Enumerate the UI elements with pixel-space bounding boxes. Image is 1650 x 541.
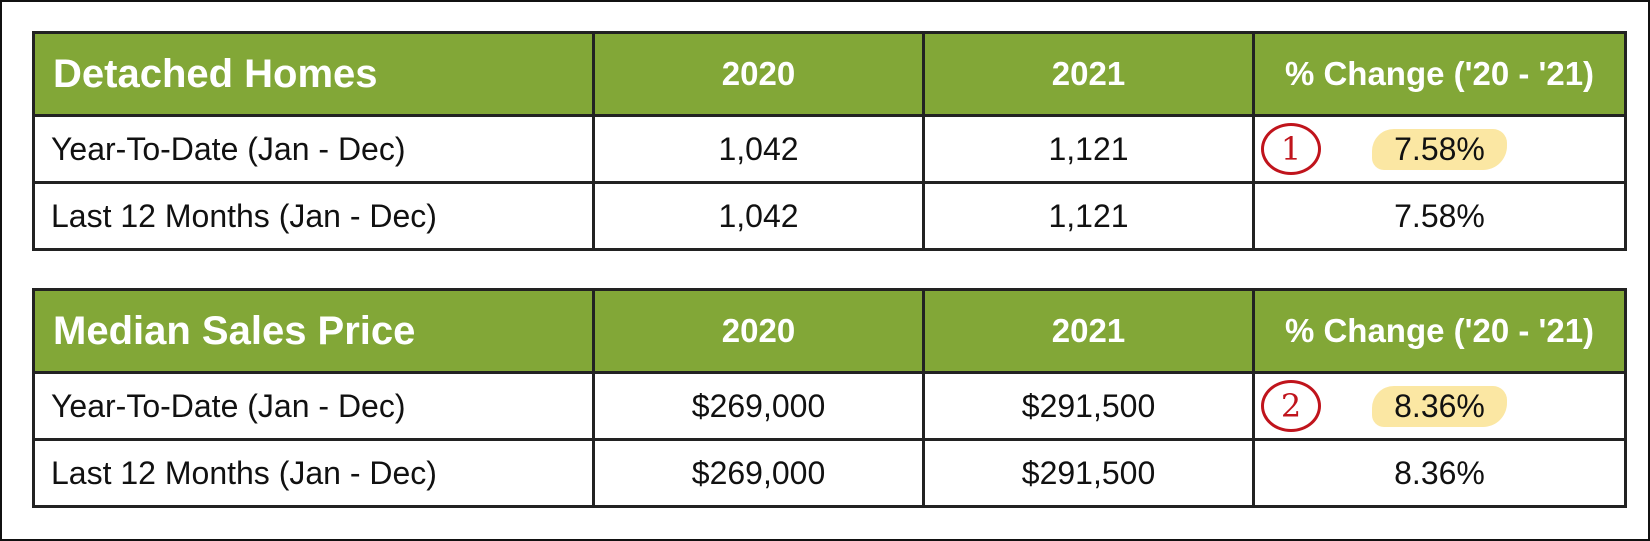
change-value-highlighted: 7.58% [1372, 128, 1507, 170]
annotation-circle: 2 [1261, 380, 1321, 432]
column-header-2020: 2020 [592, 31, 925, 117]
column-header-2020: 2020 [592, 288, 925, 374]
row-label: Last 12 Months (Jan - Dec) [32, 438, 595, 508]
table-row: Last 12 Months (Jan - Dec) $269,000 $291… [32, 438, 1627, 508]
value-2020: 1,042 [592, 181, 925, 251]
column-header-change: % Change ('20 - '21) [1252, 288, 1627, 374]
value-2021: 1,121 [922, 181, 1255, 251]
change-value-highlighted: 8.36% [1372, 385, 1507, 427]
value-2020: $269,000 [592, 371, 925, 441]
change-value: 7.58% [1252, 181, 1627, 251]
row-label: Year-To-Date (Jan - Dec) [32, 114, 595, 184]
table-header-row: Median Sales Price 2020 2021 % Change ('… [32, 288, 1627, 374]
value-2021: $291,500 [922, 438, 1255, 508]
value-2021: $291,500 [922, 371, 1255, 441]
value-2021: 1,121 [922, 114, 1255, 184]
median-sales-price-table: Median Sales Price 2020 2021 % Change ('… [32, 288, 1627, 508]
table-row: Year-To-Date (Jan - Dec) 1,042 1,121 1 7… [32, 114, 1627, 184]
table-title: Detached Homes [32, 31, 595, 117]
column-header-change: % Change ('20 - '21) [1252, 31, 1627, 117]
row-label: Last 12 Months (Jan - Dec) [32, 181, 595, 251]
value-2020: 1,042 [592, 114, 925, 184]
table-title: Median Sales Price [32, 288, 595, 374]
table-row: Last 12 Months (Jan - Dec) 1,042 1,121 7… [32, 181, 1627, 251]
annotation-circle: 1 [1261, 123, 1321, 175]
table-row: Year-To-Date (Jan - Dec) $269,000 $291,5… [32, 371, 1627, 441]
column-header-2021: 2021 [922, 288, 1255, 374]
change-cell: 1 7.58% [1252, 114, 1627, 184]
table-header-row: Detached Homes 2020 2021 % Change ('20 -… [32, 31, 1627, 117]
value-2020: $269,000 [592, 438, 925, 508]
detached-homes-table: Detached Homes 2020 2021 % Change ('20 -… [32, 31, 1627, 251]
column-header-2021: 2021 [922, 31, 1255, 117]
change-cell: 2 8.36% [1252, 371, 1627, 441]
change-value: 8.36% [1252, 438, 1627, 508]
row-label: Year-To-Date (Jan - Dec) [32, 371, 595, 441]
